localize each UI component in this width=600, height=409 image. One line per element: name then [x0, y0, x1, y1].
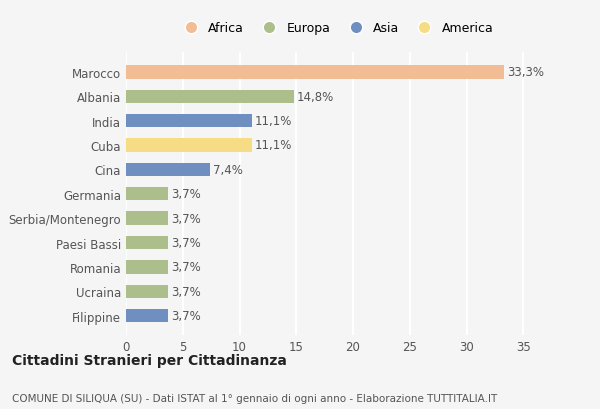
Text: 33,3%: 33,3%	[507, 66, 544, 79]
Text: 11,1%: 11,1%	[255, 139, 292, 152]
Bar	[126, 212, 168, 225]
Bar	[126, 139, 252, 152]
Text: COMUNE DI SILIQUA (SU) - Dati ISTAT al 1° gennaio di ogni anno - Elaborazione TU: COMUNE DI SILIQUA (SU) - Dati ISTAT al 1…	[12, 393, 497, 403]
Text: 7,4%: 7,4%	[213, 164, 243, 176]
Text: 11,1%: 11,1%	[255, 115, 292, 128]
Text: 3,7%: 3,7%	[171, 285, 200, 298]
Bar	[126, 90, 294, 104]
Text: 3,7%: 3,7%	[171, 309, 200, 322]
Text: 3,7%: 3,7%	[171, 188, 200, 201]
Text: 3,7%: 3,7%	[171, 236, 200, 249]
Legend: Africa, Europa, Asia, America: Africa, Europa, Asia, America	[176, 20, 496, 38]
Text: 3,7%: 3,7%	[171, 261, 200, 274]
Bar	[126, 66, 504, 79]
Bar	[126, 236, 168, 249]
Text: 14,8%: 14,8%	[297, 90, 334, 103]
Bar	[126, 188, 168, 201]
Bar	[126, 261, 168, 274]
Text: Cittadini Stranieri per Cittadinanza: Cittadini Stranieri per Cittadinanza	[12, 353, 287, 367]
Text: 3,7%: 3,7%	[171, 212, 200, 225]
Bar	[126, 163, 210, 177]
Bar	[126, 309, 168, 323]
Bar	[126, 115, 252, 128]
Bar	[126, 285, 168, 298]
